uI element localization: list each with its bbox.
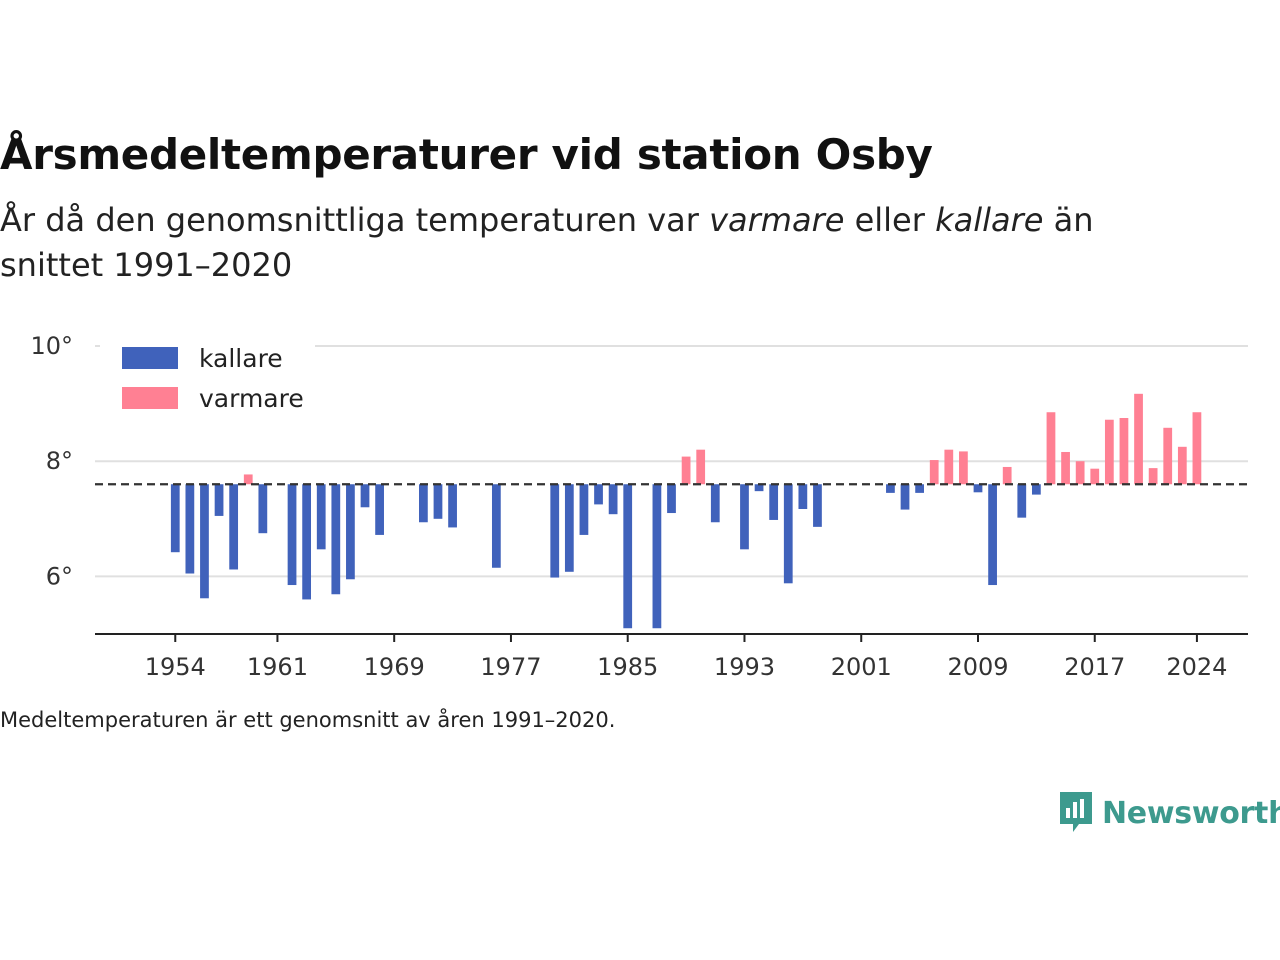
bar-varmare [944,449,954,485]
y-tick-label: 6° [46,562,73,590]
x-tick-label: 1954 [145,653,206,681]
bar-kallare [229,484,239,570]
bar-kallare [419,484,428,523]
bar-kallare [200,484,209,599]
bar-kallare [258,484,268,534]
bar-varmare [1163,427,1173,485]
x-tick-label: 2001 [831,653,892,681]
bar-varmare [1134,393,1143,485]
legend-swatch-kallare [122,347,178,369]
bar-kallare [185,484,195,574]
bar-kallare [491,484,501,568]
bar-kallare [608,484,618,515]
subtitle-cold-word: kallare [935,201,1044,239]
bar-varmare [681,456,691,485]
bar-kallare [550,484,560,578]
bar-kallare [346,484,355,580]
newsworthy-logo-icon [1060,792,1092,832]
y-tick-label: 10° [30,332,73,360]
newsworthy-logo-text: Newsworthy [1102,795,1280,831]
bar-kallare [652,484,662,629]
bar-varmare [1046,412,1056,485]
x-axis-ticks: 1954 1961 1969 1977 1985 1993 2001 2009 2017 2024 [145,634,1227,681]
x-tick-label: 1969 [364,653,425,681]
bar-kallare [754,484,764,492]
bar-kallare [900,484,910,510]
x-tick-label: 2009 [947,653,1008,681]
bar-kallare [316,484,326,550]
bar-varmare [929,460,939,485]
bar-kallare [433,484,443,519]
bar-kallare [564,484,574,572]
bar-kallare [287,484,297,586]
bar-kallare [667,484,676,514]
bar-kallare [448,484,457,528]
y-tick-label: 8° [46,447,73,475]
y-axis-ticks: 6° 8° 10° [30,332,73,590]
subtitle-text-2: eller [844,201,936,239]
bar-kallare [886,484,895,493]
bar-varmare [1002,466,1012,485]
bar-kallare [1017,484,1027,518]
legend-swatch-varmare [122,387,178,409]
bar-kallare [579,484,589,535]
x-tick-label: 1993 [714,653,775,681]
legend: kallare varmare [100,338,315,422]
subtitle-text-1: År då den genomsnittliga temperaturen va… [0,201,710,239]
chart-title: Årsmedeltemperaturer vid station Osby [0,130,933,179]
bar-kallare [783,484,793,584]
bar-varmare [1177,446,1187,485]
footnote: Medeltemperaturen är ett genomsnitt av å… [0,708,616,732]
bar-varmare [1075,461,1085,485]
bar-varmare [959,451,968,485]
subtitle-warm-word: varmare [709,201,845,239]
bar-kallare [973,484,983,493]
bar-varmare [696,449,706,485]
legend-label-kallare: kallare [199,344,283,373]
x-tick-label: 1977 [480,653,541,681]
bar-varmare [1119,418,1129,485]
bar-varmare [1192,412,1202,485]
bar-kallare [594,484,603,505]
bar-kallare [1031,484,1041,495]
bar-kallare [988,484,997,586]
chart-subtitle: År då den genomsnittliga temperaturen va… [0,198,1200,288]
legend-label-varmare: varmare [199,384,304,413]
bar-kallare [375,484,384,535]
bar-kallare [623,484,633,629]
bar-kallare [170,484,180,553]
x-tick-label: 2024 [1166,653,1227,681]
bar-kallare [740,484,749,550]
bar-chart: 6° 8° 10° 1954 1961 1969 1977 1985 1993 2001 2009… [30,332,1248,681]
bar-kallare [915,484,924,493]
bar-kallare [769,484,779,520]
bar-kallare [360,484,370,508]
bars [170,393,1202,629]
bar-kallare [813,484,822,527]
bar-varmare [1061,451,1070,485]
subtitle-text-3: än snittet 1991–2020 [0,201,1094,284]
bar-varmare [1090,468,1100,485]
bar-kallare [302,484,312,600]
bar-kallare [331,484,341,595]
x-tick-label: 1985 [597,653,658,681]
newsworthy-logo: Newsworthy [1058,790,1280,836]
x-tick-label: 2017 [1064,653,1125,681]
bar-varmare [1148,468,1158,485]
bar-varmare [1104,419,1114,485]
bar-kallare [710,484,720,523]
x-tick-label: 1961 [247,653,308,681]
bar-varmare [243,474,253,485]
bar-kallare [214,484,224,516]
bar-kallare [798,484,808,510]
